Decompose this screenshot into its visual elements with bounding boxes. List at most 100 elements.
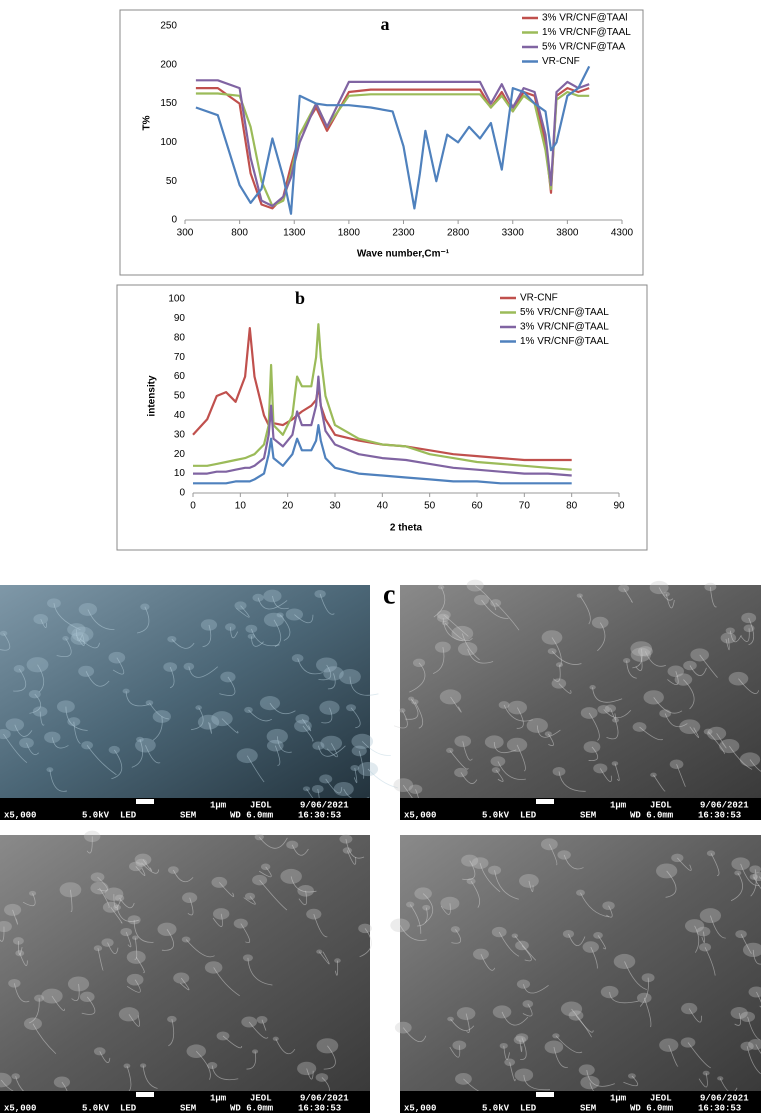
sem-voltage: 5.0kV [482,810,510,820]
x-tick-label: 30 [329,501,341,512]
sem-image [0,585,370,798]
sem-texture [11,1073,19,1079]
sem-texture [563,930,574,938]
sem-time: 16:30:53 [298,810,341,820]
sem-mag: x5,000 [4,810,36,820]
x-tick-label: 70 [519,501,531,512]
sem-texture [103,902,119,913]
sem-time: 16:30:53 [698,810,741,820]
legend-label: 1% VR/CNF@TAAL [520,336,609,347]
legend-label: 5% VR/CNF@TAA [542,42,626,53]
y-axis-title: T% [142,115,153,130]
sem-voltage: 5.0kV [82,1103,110,1113]
y-tick-label: 0 [179,488,185,499]
sem-date: 9/06/2021 [700,1093,749,1103]
sem-maker: JEOL [250,800,272,810]
sem-texture [205,961,223,973]
sem-wd: WD 6.0mm [630,1103,674,1113]
legend-label: VR-CNF [520,293,558,304]
y-tick-label: 50 [174,391,186,402]
scale-bar [136,1092,154,1097]
sem-texture [6,718,24,731]
sem-texture [504,1058,515,1066]
x-tick-label: 1800 [338,228,361,239]
y-tick-label: 150 [160,98,177,109]
sem-texture [237,748,258,763]
series-line [193,324,572,470]
x-tick-label: 3300 [502,228,525,239]
sem-texture [656,863,677,878]
sem-texture [195,705,202,710]
sem-texture [33,614,48,624]
sem-texture [541,838,558,850]
y-tick-label: 30 [174,429,186,440]
sem-texture [516,1033,529,1042]
x-tick-label: 1300 [283,228,306,239]
sem-mode: SEM [180,810,196,820]
scale-bar [136,799,154,804]
x-tick-label: 4300 [611,228,634,239]
x-tick-label: 300 [177,228,194,239]
sem-texture [633,722,647,732]
sem-date: 9/06/2021 [300,1093,349,1103]
sem-texture [731,1007,748,1019]
x-tick-label: 60 [471,501,483,512]
sem-mag: x5,000 [404,810,436,820]
sem-date: 9/06/2021 [300,800,349,810]
sem-time: 16:30:53 [298,1103,341,1113]
sem-texture [491,756,506,766]
sem-texture [184,663,195,670]
x-tick-label: 90 [613,501,625,512]
sem-date: 9/06/2021 [700,800,749,810]
x-tick-label: 0 [190,501,196,512]
x-tick-label: 50 [424,501,436,512]
sem-time: 16:30:53 [698,1103,741,1113]
sem-texture [461,855,478,867]
x-tick-label: 2800 [447,228,470,239]
sem-texture [409,785,423,795]
legend-label: 5% VR/CNF@TAAL [520,307,609,318]
sem-scale: 1µm [210,1093,227,1103]
sem-scale: 1µm [610,800,627,810]
sem-texture [548,648,557,654]
sem-texture [721,633,737,644]
y-tick-label: 200 [160,59,177,70]
sem-texture [168,866,179,874]
x-tick-label: 800 [231,228,248,239]
figure: c 30080013001800230028003300380043000501… [0,0,761,1113]
x-axis-title: 2 theta [390,523,423,534]
sem-voltage: 5.0kV [82,810,110,820]
sem-image [0,835,370,1091]
sem-texture [522,1000,533,1007]
sem-texture [71,632,89,645]
sem-scale: 1µm [210,800,227,810]
sem-texture [492,927,507,937]
legend-label: VR-CNF [542,56,580,67]
legend-label: 1% VR/CNF@TAAL [542,27,631,38]
panel-label: c [383,579,395,610]
x-tick-label: 40 [377,501,389,512]
scale-bar [536,1092,554,1097]
sem-voltage: 5.0kV [482,1103,510,1113]
series-line [193,377,572,476]
sem-mode: SEM [180,1103,196,1113]
sem-texture [297,885,314,897]
sem-wd: WD 6.0mm [230,1103,274,1113]
sem-texture [422,905,430,911]
sem-texture [261,864,270,871]
y-tick-label: 50 [166,176,178,187]
sem-texture [109,746,120,754]
sem-mode: SEM [580,1103,596,1113]
series-line [193,425,572,483]
x-tick-label: 20 [282,501,294,512]
y-tick-label: 100 [160,137,177,148]
sem-mag: x5,000 [4,1103,36,1113]
sem-texture [650,581,669,594]
legend-label: 3% VR/CNF@TAAL [520,322,609,333]
chart-title: b [295,288,305,308]
x-tick-label: 80 [566,501,578,512]
sem-detector: LED [120,810,137,820]
sem-mode: SEM [580,810,596,820]
sem-texture [734,871,741,876]
series-line [193,328,572,460]
